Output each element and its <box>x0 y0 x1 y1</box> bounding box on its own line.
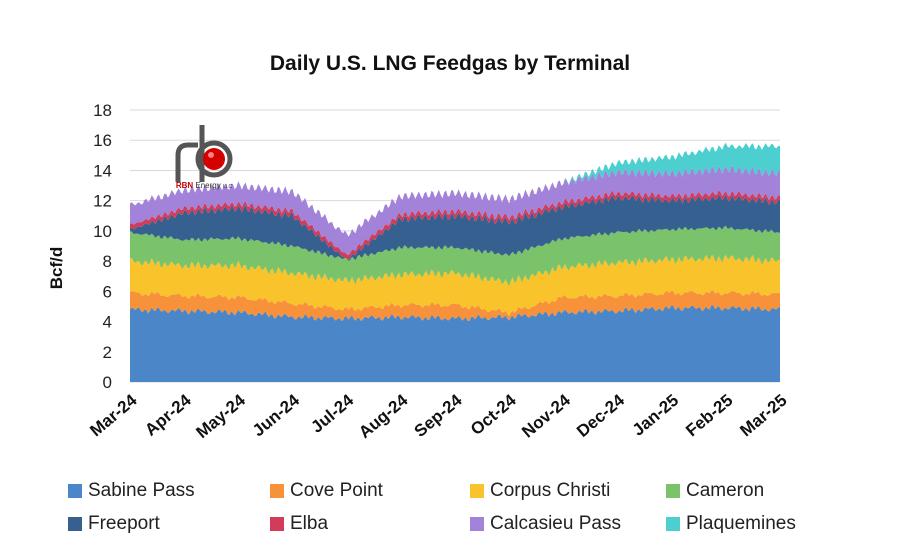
y-tick-label: 18 <box>93 101 112 120</box>
legend-swatch <box>68 517 82 531</box>
area-series-sabine-pass <box>130 304 780 382</box>
area-series-elba <box>130 190 780 260</box>
y-tick-label: 0 <box>103 373 112 392</box>
legend-label: Freeport <box>88 513 160 534</box>
x-tick-label: Aug-24 <box>355 390 412 442</box>
legend-swatch <box>270 484 284 498</box>
legend-label: Sabine Pass <box>88 480 195 501</box>
x-tick-label: Apr-24 <box>141 390 195 440</box>
legend-item: Plaquemines <box>666 509 796 539</box>
area-series-calcasieu-pass <box>130 164 780 256</box>
legend-item: Freeport <box>68 509 160 539</box>
x-tick-label: Feb-25 <box>682 391 736 441</box>
x-tick-label: Jan-25 <box>629 391 682 440</box>
y-tick-label: 10 <box>93 222 112 241</box>
x-tick-label: May-24 <box>193 390 250 442</box>
legend-item: Calcasieu Pass <box>470 509 621 539</box>
y-tick-label: 6 <box>103 282 112 301</box>
area-series-freeport <box>130 194 780 261</box>
x-tick-label: Mar-24 <box>86 390 141 440</box>
y-tick-label: 2 <box>103 343 112 362</box>
legend-label: Corpus Christi <box>490 480 611 501</box>
stacked-areas <box>130 142 780 382</box>
legend-label: Calcasieu Pass <box>490 513 621 534</box>
area-series-corpus-christi <box>130 254 780 316</box>
y-tick-label: 8 <box>103 252 112 271</box>
area-series-cove-point <box>130 290 780 322</box>
logo-wordmark: RBN Energy LLC <box>175 181 233 190</box>
legend-label: Cameron <box>686 480 765 501</box>
legend-item: Sabine Pass <box>68 476 195 506</box>
x-tick-label: Jun-24 <box>249 390 304 440</box>
x-tick-label: Nov-24 <box>518 390 574 441</box>
company-logo: RBN Energy LLC <box>168 125 240 195</box>
legend-swatch <box>470 484 484 498</box>
legend-swatch <box>68 484 82 498</box>
y-tick-label: 16 <box>93 131 112 150</box>
y-tick-label: 12 <box>93 192 112 211</box>
legend-swatch <box>666 484 680 498</box>
logo-mark <box>175 125 233 182</box>
x-tick-label: Oct-24 <box>467 390 520 439</box>
legend-label: Elba <box>290 513 329 534</box>
legend-label: Plaquemines <box>686 513 796 534</box>
y-tick-label: 4 <box>103 313 112 332</box>
x-tick-label: Dec-24 <box>573 390 628 441</box>
legend-swatch <box>470 517 484 531</box>
legend-item: Cameron <box>666 476 764 506</box>
y-axis-label: Bcf/d <box>47 247 66 290</box>
legend-item: Corpus Christi <box>470 476 610 506</box>
chart-title: Daily U.S. LNG Feedgas by Terminal <box>269 52 631 75</box>
area-series-plaquemines <box>130 142 780 237</box>
x-tick-label: Jul-24 <box>307 390 357 436</box>
legend-swatch <box>666 517 680 531</box>
x-tick-label: Sep-24 <box>411 390 466 441</box>
legend-item: Cove Point <box>270 476 383 506</box>
area-series-cameron <box>130 225 780 287</box>
legend-label: Cove Point <box>290 480 383 501</box>
legend-swatch <box>270 517 284 531</box>
x-tick-label: Mar-25 <box>736 391 790 441</box>
y-axis: 0 2 4 6 8 10 12 14 16 18 <box>93 101 112 392</box>
y-tick-label: 14 <box>93 161 112 180</box>
legend-item: Elba <box>270 509 328 539</box>
